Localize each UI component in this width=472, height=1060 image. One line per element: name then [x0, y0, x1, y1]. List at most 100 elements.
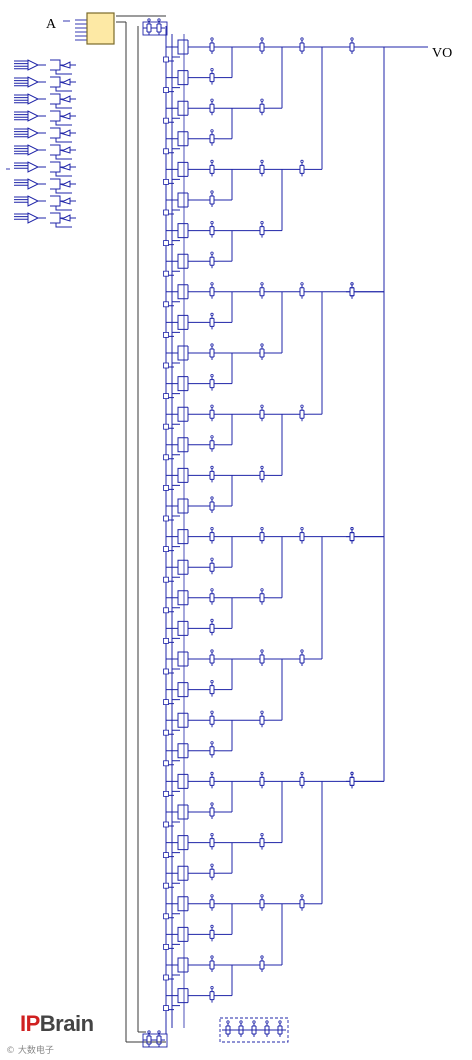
mux-leaf-cell: [166, 682, 206, 705]
stage2-switch: [256, 955, 268, 972]
mux-leaf-cell: [166, 835, 206, 858]
inverter-array-row: [14, 110, 76, 126]
rail-tap: [163, 821, 169, 828]
mux-leaf-cell: [166, 39, 206, 62]
rail-tap: [163, 913, 169, 920]
mux-leaf-cell: [166, 192, 206, 215]
rail-tap: [163, 301, 169, 308]
rail-tap: [163, 668, 169, 675]
stage1-switch: [206, 373, 218, 391]
rail-tap: [163, 974, 169, 981]
mux-leaf-cell: [166, 253, 206, 276]
stage1-switch: [206, 282, 218, 299]
stage3-switch: [296, 404, 308, 422]
inverter-array-row: [14, 178, 76, 194]
stage1-switch: [206, 863, 218, 881]
rail-tap: [163, 882, 169, 889]
mux-leaf-cell: [166, 988, 206, 1011]
mux-leaf-cell: [166, 498, 206, 521]
dashed-buffer-chain: [219, 1017, 289, 1043]
mux-leaf-cell: [166, 865, 206, 888]
mux-leaf-cell: [166, 223, 206, 246]
rail-tap: [163, 515, 169, 522]
stage2-switch: [256, 894, 268, 911]
buffer-gate: [222, 1020, 234, 1037]
stage2-switch: [256, 343, 268, 360]
rail-tap: [163, 760, 169, 767]
buffer-gate: [248, 1020, 260, 1037]
stage1-switch: [206, 159, 218, 177]
stage2-switch: [256, 98, 268, 116]
stage2-switch: [256, 37, 268, 54]
stage1-switch: [206, 37, 218, 54]
stage2-switch: [256, 221, 268, 238]
rail-tap: [163, 178, 169, 185]
mux-leaf-cell: [166, 345, 206, 368]
inverter-array-row: [14, 127, 76, 143]
rail-tap: [163, 1005, 169, 1011]
buffer-gate: [261, 1020, 273, 1037]
stage1-switch: [206, 68, 218, 85]
rail-tap: [163, 791, 169, 797]
mux-leaf-cell: [166, 957, 206, 980]
component-layer: [14, 18, 358, 1048]
stage5-switch: [346, 771, 358, 789]
rail-tap: [163, 148, 169, 155]
decoder-block: [86, 12, 115, 45]
rail-tap: [163, 393, 169, 400]
rail-tap: [163, 638, 169, 644]
mux-leaf-cell: [166, 100, 206, 123]
mux-leaf-cell: [166, 773, 206, 796]
stage3-switch: [296, 159, 308, 177]
rail-tap: [163, 852, 169, 858]
stage1-switch: [206, 679, 218, 697]
mux-leaf-cell: [166, 743, 206, 766]
stage1-switch: [206, 251, 218, 269]
stage1-switch: [206, 343, 218, 360]
inverter-array-row: [14, 212, 76, 228]
rail-tap: [163, 729, 169, 736]
stage5-switch: [346, 526, 358, 544]
stage2-switch: [256, 710, 268, 728]
stage1-switch: [206, 526, 218, 544]
mux-leaf-cell: [166, 896, 206, 919]
rail-tap: [163, 270, 169, 277]
stage3-switch: [296, 771, 308, 789]
inverter-array-row: [14, 161, 76, 177]
inverter-array-row: [14, 93, 76, 109]
mux-leaf-cell: [166, 376, 206, 399]
inverter-array-row: [14, 195, 76, 211]
stage3-switch: [296, 37, 308, 54]
stage1-switch: [206, 618, 218, 636]
stage3-switch: [296, 649, 308, 666]
rail-tap: [163, 56, 169, 63]
stage2-switch: [256, 771, 268, 789]
stage1-switch: [206, 955, 218, 972]
stage5-switch: [346, 282, 358, 299]
mux-leaf-cell: [166, 284, 206, 307]
stage1-switch: [206, 985, 218, 1003]
stage1-switch: [206, 98, 218, 116]
stage1-switch: [206, 312, 218, 330]
stage1-switch: [206, 832, 218, 850]
inverter-array-row: [14, 59, 76, 75]
stage2-switch: [256, 832, 268, 850]
stage4-switch: [346, 37, 358, 54]
inverter-array-row: [14, 76, 76, 92]
rail-tap: [163, 240, 169, 247]
stage1-switch: [206, 557, 218, 575]
stage1-switch: [206, 649, 218, 666]
stage1-switch: [206, 771, 218, 789]
rail-tap: [163, 576, 169, 583]
stage2-switch: [256, 526, 268, 544]
stage1-switch: [206, 465, 218, 483]
stage3-switch: [296, 894, 308, 911]
mux-leaf-cell: [166, 467, 206, 490]
register-gate: [153, 18, 165, 35]
stage3-switch: [296, 526, 308, 544]
mux-leaf-cell: [166, 651, 206, 674]
stage2-switch: [256, 465, 268, 483]
buffer-gate: [274, 1020, 286, 1037]
rail-tap: [163, 607, 169, 614]
stage1-switch: [206, 190, 218, 207]
